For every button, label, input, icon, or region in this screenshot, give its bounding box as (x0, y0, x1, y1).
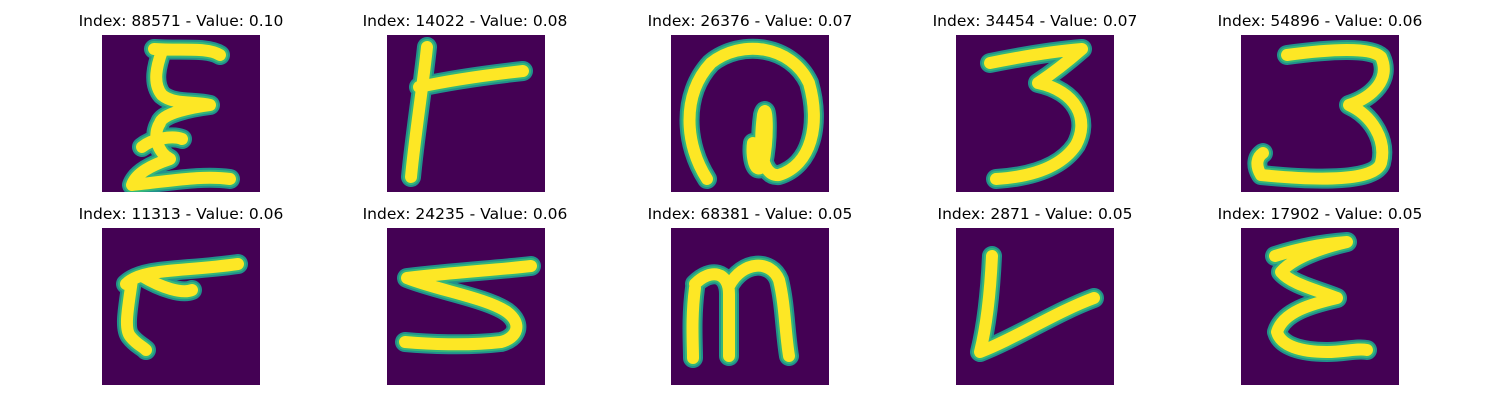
glyph-image (671, 228, 829, 385)
panel-title: Index: 26376 - Value: 0.07 (647, 12, 853, 30)
panel-title: Index: 17902 - Value: 0.05 (1217, 205, 1423, 223)
panel-title: Index: 54896 - Value: 0.06 (1217, 12, 1423, 30)
glyph-image (956, 35, 1114, 192)
panel-title: Index: 2871 - Value: 0.05 (937, 205, 1133, 223)
panel-title: Index: 34454 - Value: 0.07 (932, 12, 1138, 30)
glyph-image (956, 228, 1114, 385)
panel-title: Index: 68381 - Value: 0.05 (647, 205, 853, 223)
glyph-image (387, 228, 545, 385)
glyph-image (102, 35, 260, 192)
panel-title: Index: 14022 - Value: 0.08 (362, 12, 568, 30)
panel-title: Index: 24235 - Value: 0.06 (362, 205, 568, 223)
panel-title: Index: 88571 - Value: 0.10 (78, 12, 284, 30)
glyph-image (1241, 228, 1399, 385)
glyph-image (671, 35, 829, 192)
panel-title: Index: 11313 - Value: 0.06 (78, 205, 284, 223)
glyph-image (387, 35, 545, 192)
glyph-image (1241, 35, 1399, 192)
glyph-image (102, 228, 260, 385)
